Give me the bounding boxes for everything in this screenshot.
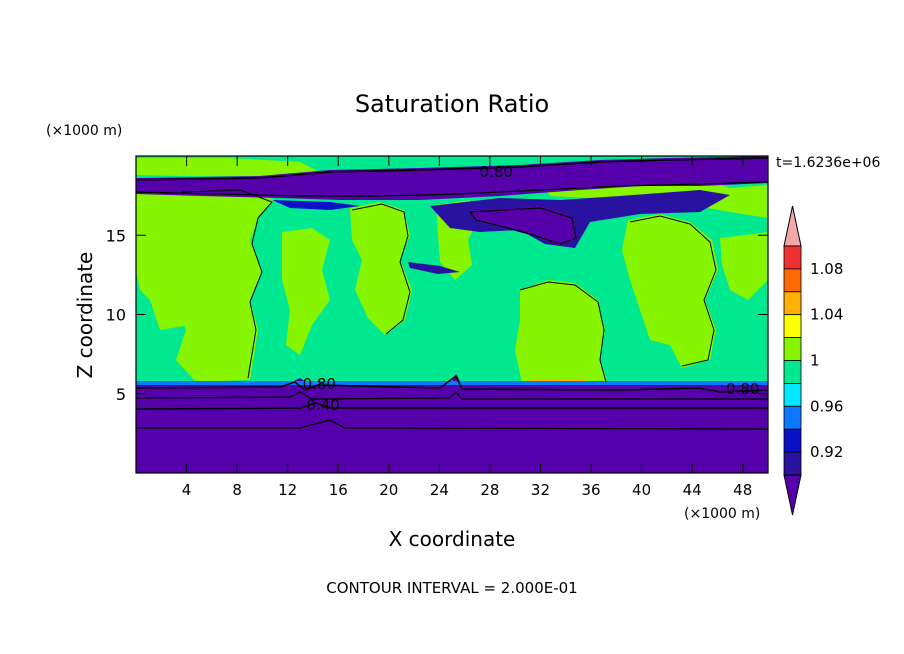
y-axis-label: Z coordinate [73, 252, 97, 379]
x-axis-label: X coordinate [389, 527, 516, 551]
colorbar-label: 1 [810, 352, 820, 370]
contour-label: 0.40 [306, 396, 339, 414]
y-tick-label: 5 [116, 385, 126, 404]
dry-filament [408, 262, 460, 274]
colorbar-swatch [783, 245, 802, 270]
colorbar-swatch [783, 428, 802, 453]
colorbar-label: 1.08 [810, 260, 843, 278]
lower-dry-interface [136, 381, 768, 385]
chart-title: Saturation Ratio [355, 90, 549, 118]
moist-blob [622, 214, 718, 368]
y-tick-label: 15 [106, 226, 126, 245]
colorbar-label: 0.96 [810, 397, 843, 415]
upper-dry-core [470, 206, 578, 246]
colorbar-swatch [783, 405, 802, 430]
colorbar-swatch [783, 451, 802, 476]
upper-dry-tongue [430, 190, 730, 248]
moist-blob [172, 188, 275, 382]
colorbar-swatch [783, 268, 802, 293]
contour-interval-footer: CONTOUR INTERVAL = 2.000E-01 [326, 579, 577, 597]
colorbar-swatch [783, 337, 802, 361]
x-tick-label: 16 [329, 481, 348, 499]
contour-line [136, 419, 768, 430]
contour-line [629, 215, 717, 367]
moist-blob [350, 202, 412, 335]
contour-line [136, 391, 768, 400]
colorbar-bottom-arrow [783, 474, 802, 516]
x-tick-label: 24 [430, 481, 449, 499]
colorbar: 0.92 0.96 1 1.04 1.08 [783, 205, 843, 516]
moist-blob [515, 280, 608, 383]
dry-filament [272, 200, 360, 210]
x-tick-label: 44 [683, 481, 702, 499]
y-unit-label: (×1000 m) [46, 123, 122, 139]
time-label: t=1.6236e+06 [776, 155, 880, 171]
contour-line [519, 281, 607, 383]
contour-line [468, 207, 577, 245]
colorbar-swatch [783, 382, 802, 407]
contour-label: 0.80 [480, 163, 513, 181]
x-tick-label: 4 [182, 481, 192, 499]
contour-line [136, 181, 768, 197]
x-tick-label: 8 [232, 481, 242, 499]
contour-labels: 0.80 0.80 0.40 0.80 [303, 163, 760, 414]
contour-line [136, 374, 768, 393]
moist-blob [720, 232, 768, 300]
colorbar-swatch [783, 360, 802, 384]
x-tick-label: 12 [278, 481, 297, 499]
colorbar-swatch [783, 291, 802, 316]
y-tick-label: 10 [106, 306, 126, 325]
x-tick-label: 40 [632, 481, 651, 499]
x-tick-label: 20 [379, 481, 398, 499]
x-tick-label: 32 [531, 481, 550, 499]
colorbar-top-arrow [783, 205, 802, 247]
upper-dry-band [136, 156, 768, 200]
contour-label: 0.80 [726, 380, 759, 398]
moist-blob [282, 228, 330, 355]
x-tick-label: 48 [733, 481, 752, 499]
colorbar-label: 1.04 [810, 306, 843, 324]
colorbar-swatch [783, 314, 802, 339]
x-tick-label: 28 [480, 481, 499, 499]
moist-blob [136, 158, 320, 176]
contour-line [181, 189, 273, 379]
contour-line [351, 203, 411, 335]
x-unit-label: (×1000 m) [684, 506, 760, 522]
contour-line [136, 157, 768, 181]
colorbar-label: 0.92 [810, 443, 843, 461]
contour-line [136, 402, 768, 410]
x-tick-label: 36 [581, 481, 600, 499]
saturation-field [136, 156, 768, 473]
contour-label: 0.80 [303, 375, 336, 393]
